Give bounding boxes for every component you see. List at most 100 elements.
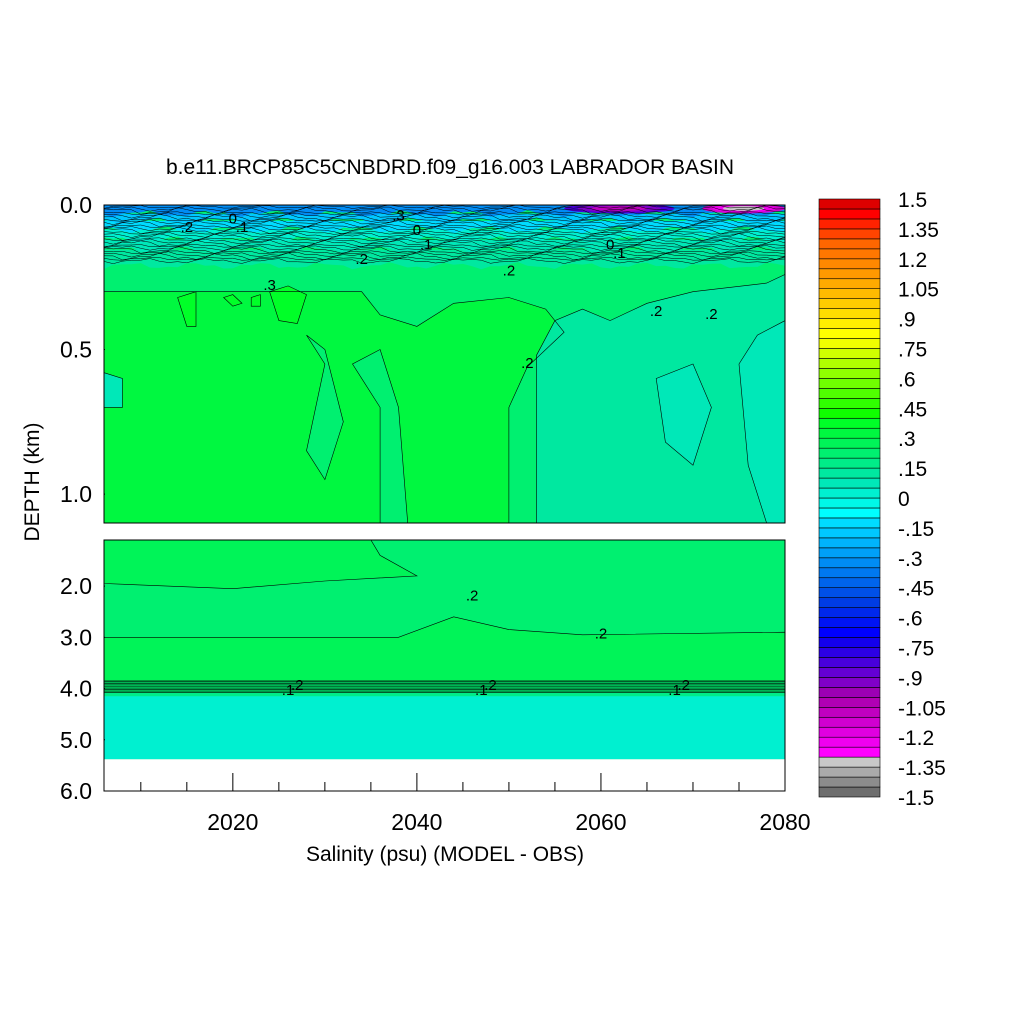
surface-contour-line: [104, 218, 785, 225]
upper-contour-line: [738, 320, 785, 523]
surface-contour-line: [104, 224, 785, 229]
upper-contour-line: [306, 334, 344, 481]
colorbar-tick-label: -.45: [898, 578, 934, 601]
upper-field-region: [177, 291, 196, 327]
contour-label: .1: [613, 245, 626, 262]
colorbar-swatch: [818, 288, 881, 299]
upper-contour-line: [655, 363, 712, 466]
lower-field-region: [104, 616, 785, 681]
colorbar-swatch: [818, 437, 881, 449]
colorbar-swatch: [818, 786, 881, 798]
contour-label: .2: [291, 677, 304, 694]
colorbar-tick-label: -.9: [898, 667, 923, 690]
x-tick-label: 2020: [207, 809, 258, 835]
lower-field-region: [104, 696, 785, 760]
colorbar-swatch: [818, 537, 881, 549]
colorbar-tick-label: .3: [898, 428, 916, 451]
surface-contour-line: [104, 237, 785, 242]
colorbar-tick-label: .9: [898, 309, 916, 332]
colorbar-swatch: [818, 527, 881, 539]
colorbar-swatch: [818, 647, 881, 658]
colorbar-swatch: [818, 407, 881, 419]
colorbar-swatch: [818, 627, 881, 638]
chart-title: b.e11.BRCP85C5CNBDRD.f09_g16.003 LABRADO…: [165, 156, 735, 179]
contour-label: .2: [355, 251, 368, 268]
lower-panel-contours: [104, 540, 785, 693]
x-tick-label: 2040: [391, 809, 442, 835]
surface-contour-line: [104, 225, 785, 232]
colorbar-swatch: [818, 577, 881, 589]
upper-contour-line: [104, 372, 123, 408]
y-tick-label: 5.0: [60, 727, 92, 753]
colorbar-swatch: [818, 398, 881, 409]
surface-contour-line: [104, 256, 785, 261]
colorbar-swatch: [818, 617, 881, 628]
contour-label: 0: [606, 236, 614, 253]
colorbar-swatch: [818, 447, 881, 459]
surface-contour-line: [104, 238, 785, 245]
y-tick-label: 0.5: [60, 337, 92, 363]
colorbar-swatch: [818, 766, 881, 778]
upper-field-region: [656, 364, 712, 466]
contour-label: .2: [466, 587, 479, 604]
surface-contour-line: [104, 252, 785, 261]
contour-label: 0: [413, 222, 421, 239]
colorbar-tick-label: -1.5: [898, 787, 934, 810]
colorbar-tick-label: .15: [898, 458, 927, 481]
colorbar-tick-label: -.15: [898, 518, 934, 541]
no-data-area: [104, 759, 785, 791]
surface-contour-line: [104, 230, 785, 235]
y-tick-label: 6.0: [60, 778, 92, 804]
colorbar-swatch: [818, 597, 881, 608]
colorbar-swatch: [818, 378, 881, 389]
contour-label: .2: [181, 219, 194, 236]
colorbar-swatch: [818, 557, 881, 569]
surface-contour-line: [104, 239, 785, 248]
colorbar-swatch: [818, 228, 881, 240]
surface-contour-line: [104, 211, 785, 216]
colorbar-swatch: [818, 278, 881, 290]
surface-contour-line: [104, 205, 785, 212]
colorbar-swatch: [818, 368, 881, 379]
colorbar-tick-label: -1.05: [898, 697, 946, 720]
colorbar-swatch: [818, 487, 881, 499]
colorbar-swatch: [818, 218, 881, 230]
x-tick-label: 2080: [759, 809, 810, 835]
colorbar-swatch: [818, 348, 881, 359]
y-tick-label: 1.0: [60, 481, 92, 507]
colorbar-tick-label: -1.35: [898, 757, 946, 780]
colorbar-tick-label: 0: [898, 488, 910, 511]
upper-contour-line: [250, 294, 261, 307]
lower-contour-line: [104, 540, 418, 590]
upper-field-region: [269, 285, 307, 324]
colorbar-swatch: [818, 716, 881, 728]
lower-panel-frame: [103, 539, 786, 792]
surface-band: [104, 249, 785, 270]
colorbar-swatch: [818, 198, 881, 210]
contour-label: .1: [282, 682, 295, 699]
contour-label: .1: [668, 682, 681, 699]
y-tick-label: 4.0: [60, 676, 92, 702]
colorbar-swatch: [818, 667, 881, 678]
y-tick-label: 2.0: [60, 573, 92, 599]
contour-label: .2: [650, 303, 663, 320]
upper-contour-line: [223, 294, 243, 307]
colorbar-tick-label: .45: [898, 398, 927, 421]
colorbar-swatch: [818, 248, 881, 260]
colorbar-swatch: [818, 587, 881, 598]
colorbar-tick-label: .75: [898, 339, 927, 362]
contour-label: .2: [595, 626, 608, 643]
upper-field-region: [223, 294, 242, 307]
colorbar-swatch: [818, 258, 881, 270]
colorbar-tick-label: -.3: [898, 548, 923, 571]
colorbar-swatch: [818, 706, 881, 718]
surface-contour-line: [104, 217, 785, 222]
colorbar-tick-label: 1.05: [898, 279, 939, 302]
contour-label: .2: [484, 677, 497, 694]
colorbar-swatch: [818, 736, 881, 748]
colorbar-swatch: [818, 497, 881, 509]
upper-panel-frame: [103, 204, 786, 524]
colorbar-swatch: [818, 697, 881, 708]
lower-contour-line: [104, 616, 785, 682]
